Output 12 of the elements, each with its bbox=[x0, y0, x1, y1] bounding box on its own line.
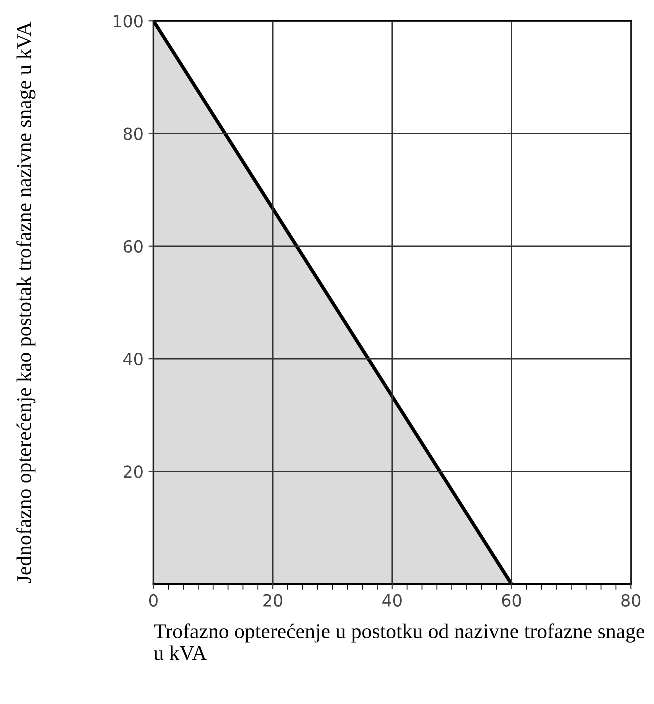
x-tick-label: 60 bbox=[502, 594, 522, 607]
x-tick-label: 0 bbox=[149, 594, 158, 607]
x-tick-label: 20 bbox=[264, 594, 283, 607]
y-tick-label: 60 bbox=[124, 240, 143, 253]
y-tick-label: 20 bbox=[124, 466, 143, 478]
x-tick-label: 80 bbox=[622, 594, 641, 607]
y-tick-label: 100 bbox=[114, 15, 143, 28]
x-axis-title: Trofazno opterećenje u postotku od nazivne trofazne snage u kVA bbox=[154, 624, 645, 661]
y-tick-label: 80 bbox=[124, 128, 143, 140]
y-tick-label: 40 bbox=[124, 353, 143, 366]
x-tick-label: 40 bbox=[382, 594, 402, 607]
y-axis-title: Jednofazno opterećenje kao postotak trofazne nazivne snage u kVA bbox=[16, 22, 36, 584]
